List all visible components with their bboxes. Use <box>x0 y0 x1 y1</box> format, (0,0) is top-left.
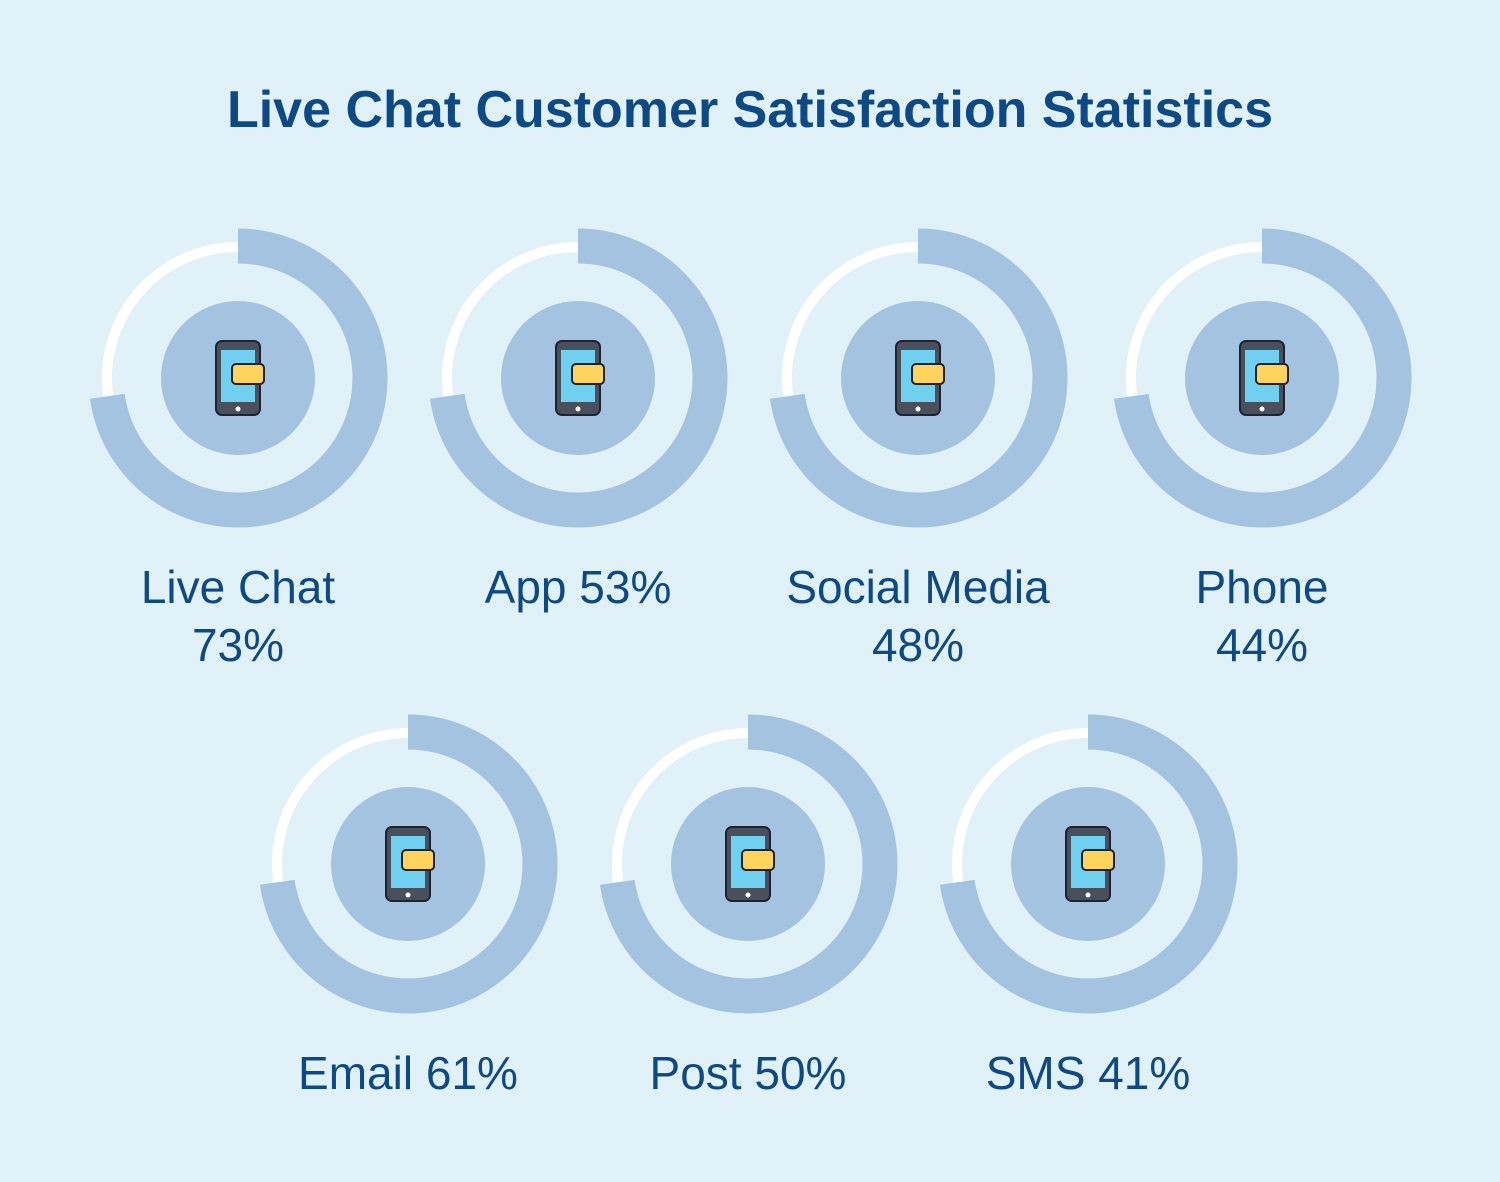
item-name: Post <box>649 1047 742 1099</box>
white-arc <box>952 728 1089 883</box>
icon-bubble <box>401 849 435 871</box>
ring-group <box>769 228 1068 528</box>
item-value: 50% <box>754 1047 847 1099</box>
icon-bubble <box>741 849 775 871</box>
ring-arc <box>1113 228 1412 528</box>
ring-group <box>599 714 898 1014</box>
white-arc <box>102 242 239 397</box>
item-label: Email 61% <box>238 1044 578 1102</box>
item-label: Phone 44% <box>1092 558 1432 674</box>
item-label: Social Media 48% <box>748 558 1088 674</box>
item-label: App 53% <box>408 558 748 616</box>
ring-group <box>1113 228 1412 528</box>
icon-button <box>915 406 921 412</box>
ring-arc <box>89 228 388 528</box>
ring-group <box>939 714 1238 1014</box>
ring-group <box>429 228 728 528</box>
ring-arc <box>939 714 1238 1014</box>
icon-bubble <box>231 363 265 385</box>
item-label: Live Chat 73% <box>68 558 408 674</box>
icon-bubble <box>1081 849 1115 871</box>
icon-button <box>405 892 411 898</box>
ring-arc <box>429 228 728 528</box>
item-name: Social Media <box>786 561 1050 613</box>
ring-group <box>259 714 558 1014</box>
white-arc <box>612 728 749 883</box>
white-arc <box>782 242 919 397</box>
white-arc <box>1125 242 1263 397</box>
icon-bubble <box>1255 363 1289 385</box>
white-arc <box>272 728 409 883</box>
item-label: SMS 41% <box>918 1044 1258 1102</box>
icon-button <box>1085 892 1091 898</box>
item-name: Phone <box>1195 561 1329 613</box>
item-name: Email <box>298 1047 414 1099</box>
item-value: 48% <box>871 619 965 671</box>
icon-button <box>235 406 241 412</box>
item-value: 44% <box>1215 619 1309 671</box>
item-name: App <box>484 561 567 613</box>
item-value: 61% <box>425 1047 518 1099</box>
icon-button <box>745 892 751 898</box>
item-name: SMS <box>985 1047 1086 1099</box>
icon-bubble <box>571 363 605 385</box>
ring-arc <box>599 714 898 1014</box>
title: Live Chat Customer Satisfaction Statisti… <box>226 81 1274 139</box>
item-label: Post 50% <box>578 1044 918 1102</box>
white-arc <box>442 242 579 397</box>
icon-bubble <box>911 363 945 385</box>
item-name: Live Chat <box>140 561 336 613</box>
ring-group <box>89 228 388 528</box>
ring-arc <box>259 714 558 1014</box>
item-value: 41% <box>1098 1047 1191 1099</box>
icon-button <box>575 406 581 412</box>
icon-button <box>1259 406 1265 412</box>
ring-arc <box>769 228 1068 528</box>
item-value: 73% <box>191 619 285 671</box>
item-value: 53% <box>579 561 672 613</box>
